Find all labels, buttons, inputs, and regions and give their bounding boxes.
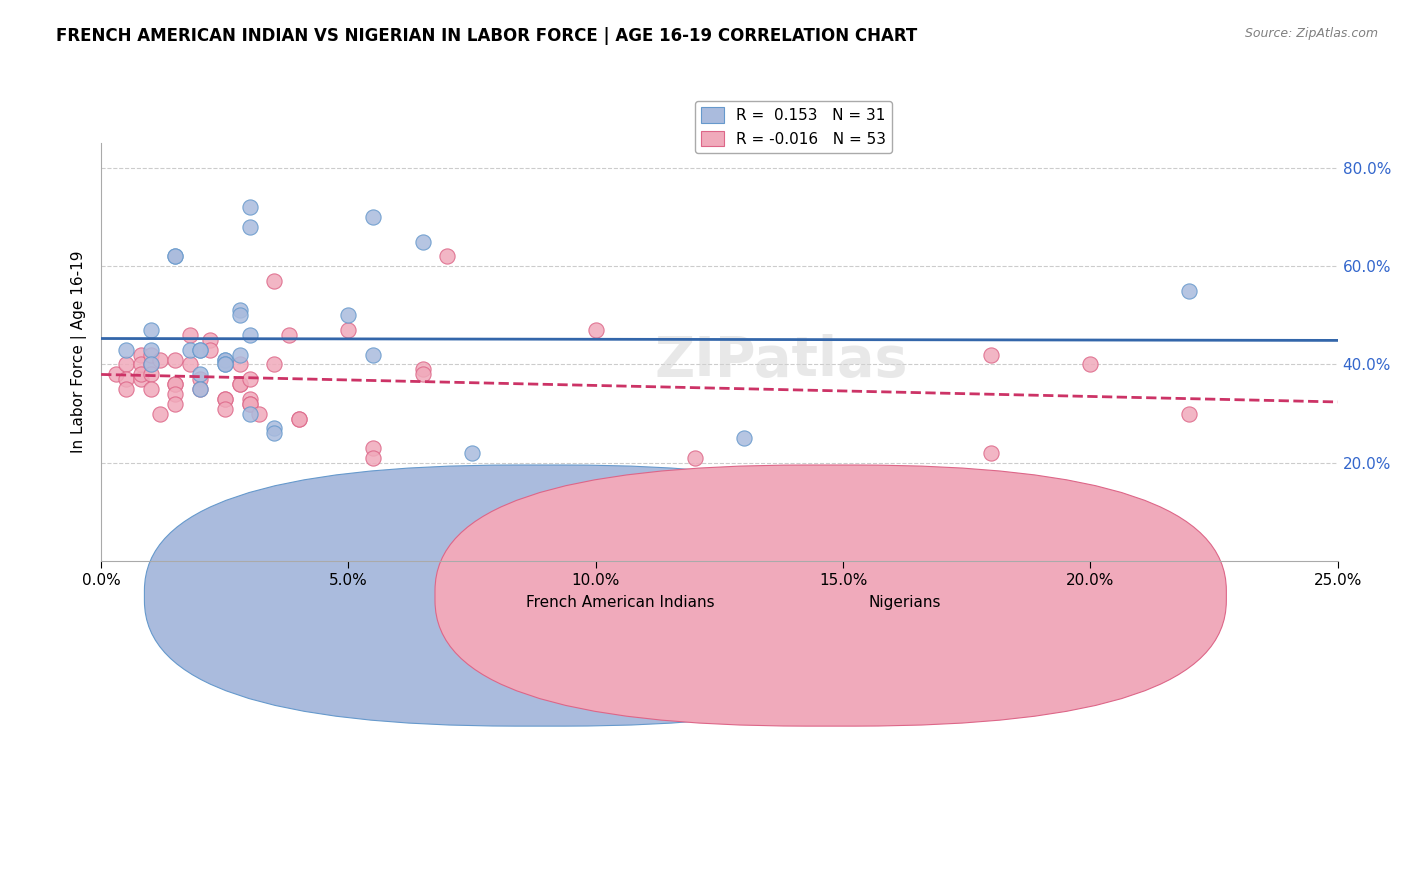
- Point: [139, 323, 162, 337]
- Point: [188, 343, 211, 357]
- Point: [683, 450, 706, 465]
- Point: [361, 450, 384, 465]
- Point: [198, 333, 221, 347]
- Point: [165, 249, 187, 263]
- Point: [228, 309, 250, 323]
- Point: [238, 219, 260, 234]
- Point: [288, 411, 311, 425]
- Text: Nigerians: Nigerians: [869, 595, 941, 609]
- Point: [238, 397, 260, 411]
- Point: [139, 358, 162, 372]
- Point: [165, 249, 187, 263]
- Point: [165, 397, 187, 411]
- Point: [238, 407, 260, 421]
- Point: [129, 372, 152, 386]
- Point: [129, 368, 152, 382]
- Point: [129, 348, 152, 362]
- Text: FRENCH AMERICAN INDIAN VS NIGERIAN IN LABOR FORCE | AGE 16-19 CORRELATION CHART: FRENCH AMERICAN INDIAN VS NIGERIAN IN LA…: [56, 27, 918, 45]
- Point: [188, 372, 211, 386]
- Point: [278, 328, 301, 343]
- Point: [436, 249, 458, 263]
- Point: [214, 358, 236, 372]
- Point: [165, 352, 187, 367]
- Point: [149, 407, 172, 421]
- Point: [247, 407, 270, 421]
- Point: [361, 348, 384, 362]
- Point: [263, 421, 285, 435]
- Point: [288, 411, 311, 425]
- Point: [179, 328, 201, 343]
- Point: [412, 362, 434, 376]
- Point: [129, 358, 152, 372]
- Point: [104, 368, 127, 382]
- Point: [188, 343, 211, 357]
- Point: [115, 358, 138, 372]
- Point: [228, 303, 250, 318]
- Point: [139, 358, 162, 372]
- Point: [263, 358, 285, 372]
- Point: [214, 392, 236, 406]
- Point: [214, 401, 236, 416]
- Point: [214, 352, 236, 367]
- Point: [179, 358, 201, 372]
- Y-axis label: In Labor Force | Age 16-19: In Labor Force | Age 16-19: [72, 251, 87, 453]
- Point: [188, 368, 211, 382]
- Point: [361, 441, 384, 455]
- Point: [139, 343, 162, 357]
- Point: [165, 377, 187, 392]
- Point: [228, 348, 250, 362]
- Text: Source: ZipAtlas.com: Source: ZipAtlas.com: [1244, 27, 1378, 40]
- Point: [980, 446, 1002, 460]
- Point: [337, 323, 360, 337]
- Point: [461, 446, 484, 460]
- Point: [263, 426, 285, 441]
- Point: [733, 431, 755, 445]
- Point: [238, 372, 260, 386]
- Point: [214, 352, 236, 367]
- Point: [214, 358, 236, 372]
- Point: [115, 343, 138, 357]
- Point: [361, 210, 384, 224]
- Point: [149, 352, 172, 367]
- FancyBboxPatch shape: [434, 465, 1226, 726]
- Text: ZIPatlas: ZIPatlas: [654, 334, 908, 387]
- Legend: R =  0.153   N = 31, R = -0.016   N = 53: R = 0.153 N = 31, R = -0.016 N = 53: [695, 101, 893, 153]
- Point: [980, 348, 1002, 362]
- Point: [139, 348, 162, 362]
- Point: [585, 323, 607, 337]
- Point: [238, 328, 260, 343]
- Point: [238, 200, 260, 214]
- Point: [263, 274, 285, 288]
- Point: [228, 377, 250, 392]
- Point: [115, 382, 138, 396]
- Point: [1178, 284, 1201, 298]
- FancyBboxPatch shape: [145, 465, 936, 726]
- Point: [198, 343, 221, 357]
- Point: [238, 392, 260, 406]
- Text: French American Indians: French American Indians: [526, 595, 714, 609]
- Point: [412, 368, 434, 382]
- Point: [179, 343, 201, 357]
- Point: [115, 372, 138, 386]
- Point: [165, 377, 187, 392]
- Point: [1078, 358, 1101, 372]
- Point: [139, 368, 162, 382]
- Point: [214, 392, 236, 406]
- Point: [238, 397, 260, 411]
- Point: [412, 235, 434, 249]
- Point: [228, 377, 250, 392]
- Point: [1178, 407, 1201, 421]
- Point: [165, 387, 187, 401]
- Point: [228, 358, 250, 372]
- Point: [188, 382, 211, 396]
- Point: [188, 382, 211, 396]
- Point: [337, 309, 360, 323]
- Point: [139, 382, 162, 396]
